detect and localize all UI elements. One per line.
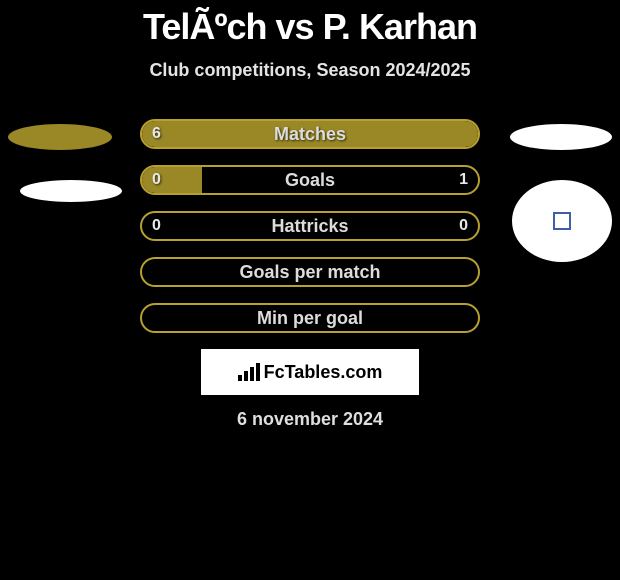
logo-text: FcTables.com — [264, 362, 383, 383]
date-text: 6 november 2024 — [0, 409, 620, 430]
stat-label: Min per goal — [142, 305, 478, 331]
logo-bars-icon — [238, 363, 260, 381]
flag-badge-icon — [553, 212, 571, 230]
stat-row: 01Goals — [140, 165, 480, 195]
left-player-ellipse-1 — [8, 124, 112, 150]
stat-label: Matches — [142, 121, 478, 147]
stat-row: 00Hattricks — [140, 211, 480, 241]
stat-row: Goals per match — [140, 257, 480, 287]
stat-row: Min per goal — [140, 303, 480, 333]
right-player-circle — [512, 180, 612, 262]
stat-label: Goals per match — [142, 259, 478, 285]
stat-label: Goals — [142, 167, 478, 193]
page-subtitle: Club competitions, Season 2024/2025 — [0, 60, 620, 81]
stats-container: 6Matches 01Goals 00Hattricks Goals per matc… — [140, 119, 480, 333]
left-player-ellipse-2 — [20, 180, 122, 202]
stat-row: 6Matches — [140, 119, 480, 149]
fctables-logo: FcTables.com — [201, 349, 419, 395]
right-player-ellipse — [510, 124, 612, 150]
stat-label: Hattricks — [142, 213, 478, 239]
page-title: TelÃºch vs P. Karhan — [0, 0, 620, 48]
